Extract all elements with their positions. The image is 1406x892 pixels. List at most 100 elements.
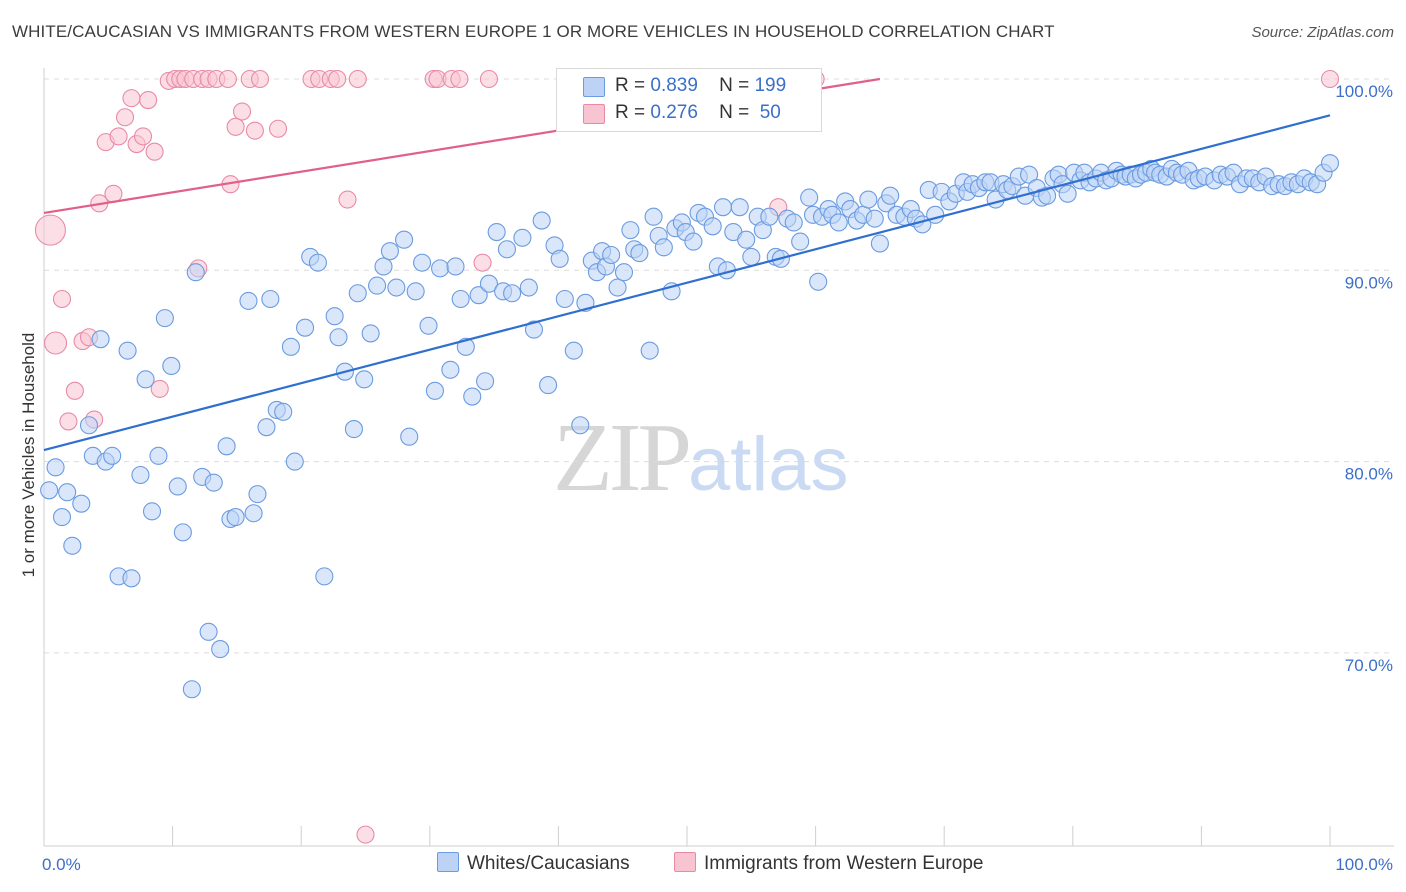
- whites-point: [703, 217, 722, 236]
- whites-point: [308, 253, 327, 272]
- whites-point: [182, 680, 201, 699]
- immigrants-point: [52, 289, 72, 309]
- whites-point: [513, 228, 532, 247]
- whites-point: [406, 282, 425, 301]
- whites-point: [419, 316, 438, 335]
- whites-point: [296, 318, 315, 337]
- whites-point: [608, 278, 627, 297]
- n-value: 50: [759, 102, 781, 123]
- immigrants-point: [269, 119, 288, 138]
- whites-point: [103, 446, 122, 465]
- whites-point: [550, 249, 569, 268]
- n-label: N =: [719, 102, 750, 123]
- immigrants-point: [150, 379, 169, 398]
- whites-point: [211, 640, 230, 659]
- whites-point: [532, 211, 551, 230]
- y-tick-label-3: 70.0%: [1345, 656, 1393, 675]
- whites-point: [742, 247, 761, 266]
- whites-point: [325, 307, 344, 326]
- bottom-legend-immigrants: Immigrants from Western Europe: [674, 852, 983, 875]
- whites-point: [684, 232, 703, 251]
- legend-label-immigrants: Immigrants from Western Europe: [704, 853, 984, 874]
- legend-text: R = 0.276 N = 50: [615, 102, 781, 124]
- immigrants-points: [34, 69, 1340, 844]
- whites-point: [737, 230, 756, 249]
- x-tick-labels: 0.0% 100.0%: [42, 855, 1393, 874]
- whites-point: [52, 508, 72, 527]
- whites-point: [204, 473, 223, 492]
- r-label: R =: [615, 75, 646, 96]
- whites-point: [456, 337, 475, 356]
- whites-point: [285, 452, 304, 471]
- immigrants-point: [250, 69, 270, 89]
- immigrants-point: [232, 102, 252, 121]
- whites-point: [555, 289, 574, 309]
- r-value: 0.839: [650, 75, 698, 96]
- immigrants-point: [44, 331, 68, 355]
- whites-point: [162, 356, 181, 376]
- n-value: 199: [754, 75, 787, 96]
- legend-swatch-blue: [583, 77, 605, 97]
- immigrants-point: [139, 90, 158, 110]
- whites-points: [40, 154, 1340, 699]
- x-tick-label-1: 100.0%: [1335, 855, 1393, 874]
- whites-point: [644, 207, 663, 226]
- whites-point: [173, 523, 192, 542]
- whites-point: [79, 416, 99, 435]
- whites-point: [564, 341, 583, 360]
- whites-point: [1320, 154, 1340, 173]
- whites-point: [374, 257, 393, 276]
- r-label: R =: [615, 102, 646, 123]
- whites-point: [155, 309, 174, 328]
- n-label: N =: [719, 75, 750, 96]
- immigrants-point: [450, 69, 469, 89]
- whites-point: [800, 188, 819, 207]
- whites-point: [441, 360, 460, 379]
- whites-point: [355, 370, 374, 389]
- y-tick-label-2: 80.0%: [1345, 465, 1393, 484]
- whites-point: [142, 502, 162, 521]
- whites-point: [329, 328, 348, 347]
- whites-point: [476, 372, 495, 391]
- whites-point: [654, 238, 673, 257]
- immigrants-point: [59, 412, 78, 431]
- whites-point: [199, 622, 218, 641]
- whites-trend-line: [43, 114, 1331, 452]
- whites-point: [380, 242, 399, 261]
- whites-point: [239, 291, 258, 310]
- whites-point: [524, 320, 544, 339]
- whites-point: [40, 481, 59, 500]
- whites-point: [784, 213, 803, 232]
- whites-point: [91, 330, 110, 349]
- whites-point: [809, 272, 828, 291]
- whites-point: [413, 253, 432, 272]
- source-label: Source: ZipAtlas.com: [1251, 24, 1394, 41]
- bottom-legend-whites: Whites/Caucasians: [437, 852, 630, 875]
- immigrants-point: [473, 253, 492, 272]
- whites-point: [469, 286, 488, 305]
- whites-point: [602, 245, 621, 265]
- immigrants-point: [338, 190, 357, 209]
- whites-point: [315, 567, 334, 586]
- whites-point: [425, 381, 444, 400]
- immigrants-point: [328, 69, 347, 89]
- immigrants-point: [133, 127, 153, 146]
- whites-point: [791, 232, 810, 251]
- whites-point: [497, 240, 517, 259]
- immigrants-point: [226, 117, 245, 136]
- whites-point: [348, 284, 367, 303]
- axes: [43, 68, 1394, 847]
- legend-swatch-pink: [674, 852, 696, 872]
- y-axis-label: 1 or more Vehicles in Household: [19, 333, 38, 578]
- y-tick-label-1: 90.0%: [1345, 273, 1393, 292]
- whites-point: [58, 483, 77, 502]
- whites-point: [713, 198, 733, 217]
- whites-point: [881, 186, 900, 205]
- whites-point: [361, 324, 380, 343]
- immigrants-point: [245, 121, 264, 140]
- whites-point: [131, 465, 150, 485]
- whites-point: [614, 263, 634, 282]
- immigrants-point: [34, 214, 66, 246]
- whites-point: [395, 230, 414, 249]
- whites-point: [621, 221, 640, 240]
